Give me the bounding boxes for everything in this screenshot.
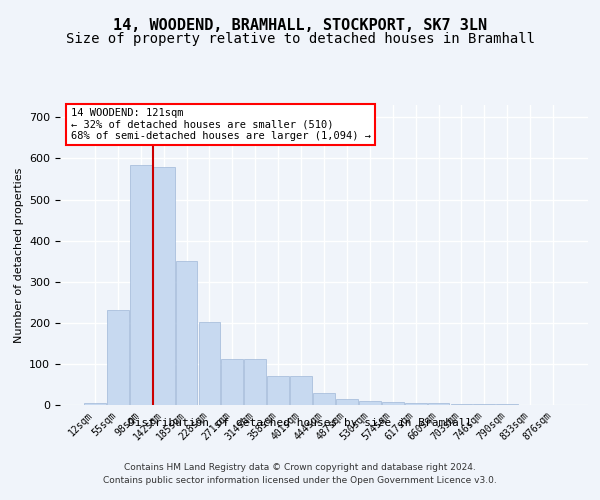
Bar [496,404,518,405]
Text: Distribution of detached houses by size in Bramhall: Distribution of detached houses by size … [128,418,472,428]
Bar [199,322,220,405]
Bar [84,403,106,405]
Bar [313,394,335,405]
Bar [176,261,197,405]
Bar [107,310,128,405]
Y-axis label: Number of detached properties: Number of detached properties [14,168,23,342]
Bar [336,399,358,405]
Bar [267,376,289,405]
Bar [473,404,495,405]
Bar [130,164,152,405]
Text: 14 WOODEND: 121sqm
← 32% of detached houses are smaller (510)
68% of semi-detach: 14 WOODEND: 121sqm ← 32% of detached hou… [71,108,371,141]
Text: Contains public sector information licensed under the Open Government Licence v3: Contains public sector information licen… [103,476,497,485]
Text: Contains HM Land Registry data © Crown copyright and database right 2024.: Contains HM Land Registry data © Crown c… [124,462,476,471]
Bar [221,358,243,405]
Bar [451,404,472,405]
Bar [359,401,381,405]
Text: Size of property relative to detached houses in Bramhall: Size of property relative to detached ho… [65,32,535,46]
Text: 14, WOODEND, BRAMHALL, STOCKPORT, SK7 3LN: 14, WOODEND, BRAMHALL, STOCKPORT, SK7 3L… [113,18,487,32]
Bar [244,358,266,405]
Bar [153,166,175,405]
Bar [290,376,312,405]
Bar [382,402,404,405]
Bar [405,403,427,405]
Bar [428,403,449,405]
